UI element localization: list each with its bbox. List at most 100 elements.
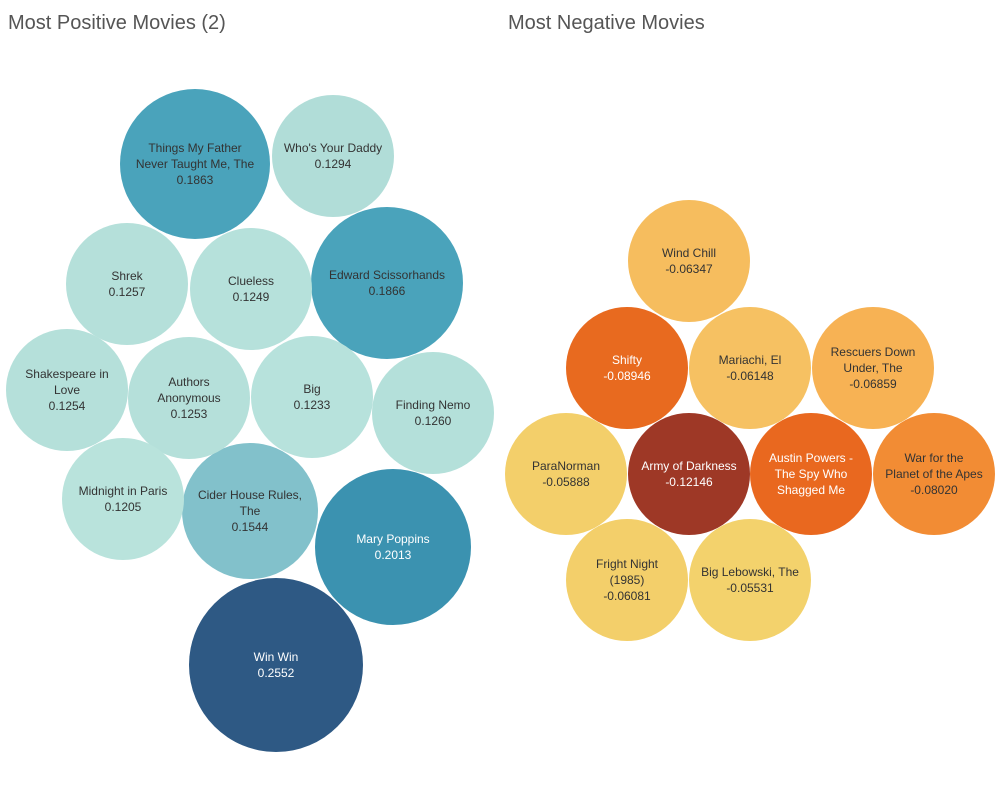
bubble-label: Shifty <box>612 353 642 367</box>
bubble-label: Finding Nemo <box>396 398 471 412</box>
bubble-label: Mary Poppins <box>356 532 429 546</box>
bubble-positive-authors-anonymous[interactable]: Authors Anonymous 0.1253 <box>128 337 250 459</box>
bubble-positive-cider-house-rules-the[interactable]: Cider House Rules, The 0.1544 <box>182 443 318 579</box>
bubble-value: 0.1863 <box>177 173 214 187</box>
bubble-mark[interactable] <box>182 443 318 579</box>
bubble-mark[interactable] <box>66 223 188 345</box>
bubble-negative-paranorman[interactable]: ParaNorman -0.05888 <box>505 413 627 535</box>
bubble-positive-finding-nemo[interactable]: Finding Nemo 0.1260 <box>372 352 494 474</box>
bubble-positive-edward-scissorhands[interactable]: Edward Scissorhands 0.1866 <box>311 207 463 359</box>
bubble-label: Fright Night <box>596 557 659 571</box>
bubble-negative-rescuers-down-under-the[interactable]: Rescuers Down Under, The -0.06859 <box>812 307 934 429</box>
bubble-mark[interactable] <box>689 307 811 429</box>
bubble-value: -0.05531 <box>726 581 774 595</box>
bubble-label: Planet of the Apes <box>885 467 982 481</box>
bubble-label: Big <box>303 382 320 396</box>
bubble-mark[interactable] <box>566 519 688 641</box>
bubble-value: -0.06081 <box>603 589 651 603</box>
bubble-mark[interactable] <box>190 228 312 350</box>
bubble-positive-big[interactable]: Big 0.1233 <box>251 336 373 458</box>
bubble-value: 0.1253 <box>171 407 208 421</box>
bubble-label: Austin Powers - <box>769 451 853 465</box>
bubble-negative-mariachi-el[interactable]: Mariachi, El -0.06148 <box>689 307 811 429</box>
bubble-value: 0.1254 <box>49 399 86 413</box>
bubble-label: Clueless <box>228 274 274 288</box>
bubble-mark[interactable] <box>62 438 184 560</box>
bubble-negative-fright-night-1985[interactable]: Fright Night (1985) -0.06081 <box>566 519 688 641</box>
bubble-positive-who-s-your-daddy[interactable]: Who's Your Daddy 0.1294 <box>272 95 394 217</box>
bubble-value: -0.12146 <box>665 475 713 489</box>
bubble-label: Army of Darkness <box>641 459 736 473</box>
bubble-mark[interactable] <box>128 337 250 459</box>
negative-chart-title: Most Negative Movies <box>508 12 705 34</box>
bubble-label: Midnight in Paris <box>79 484 168 498</box>
bubble-positive-shakespeare-in-love[interactable]: Shakespeare in Love 0.1254 <box>6 329 128 451</box>
bubble-positive-win-win[interactable]: Win Win 0.2552 <box>189 578 363 752</box>
bubble-value: 0.1544 <box>232 520 269 534</box>
bubble-label: Win Win <box>254 650 299 664</box>
bubble-value: -0.08946 <box>603 369 651 383</box>
bubble-label: Never Taught Me, The <box>136 157 255 171</box>
bubble-mark[interactable] <box>311 207 463 359</box>
bubble-negative-army-of-darkness[interactable]: Army of Darkness -0.12146 <box>628 413 750 535</box>
bubble-mark[interactable] <box>6 329 128 451</box>
bubble-positive-midnight-in-paris[interactable]: Midnight in Paris 0.1205 <box>62 438 184 560</box>
bubble-negative-austin-powers-the-spy-who-shagged-me[interactable]: Austin Powers - The Spy Who Shagged Me <box>750 413 872 535</box>
bubble-mark[interactable] <box>812 307 934 429</box>
bubble-label: Rescuers Down <box>831 345 916 359</box>
bubble-label: Authors <box>168 375 209 389</box>
bubble-value: 0.1249 <box>233 290 270 304</box>
bubble-negative-war-for-the-planet-of-the-apes[interactable]: War for the Planet of the Apes -0.08020 <box>873 413 995 535</box>
bubble-value: 0.1294 <box>315 157 352 171</box>
bubble-mark[interactable] <box>120 89 270 239</box>
bubble-value: -0.06148 <box>726 369 774 383</box>
bubble-mark[interactable] <box>873 413 995 535</box>
bubble-label: The Spy Who <box>775 467 848 481</box>
bubble-value: 0.2013 <box>375 548 412 562</box>
positive-chart-title: Most Positive Movies (2) <box>8 12 226 34</box>
bubble-label: War for the <box>905 451 964 465</box>
bubble-negative-big-lebowski-the[interactable]: Big Lebowski, The -0.05531 <box>689 519 811 641</box>
bubble-mark[interactable] <box>189 578 363 752</box>
bubble-label: Big Lebowski, The <box>701 565 799 579</box>
bubble-mark[interactable] <box>750 413 872 535</box>
bubble-mark[interactable] <box>689 519 811 641</box>
bubble-positive-clueless[interactable]: Clueless 0.1249 <box>190 228 312 350</box>
bubble-value: -0.08020 <box>910 483 958 497</box>
bubble-label: Anonymous <box>157 391 220 405</box>
bubble-value: -0.06347 <box>665 262 713 276</box>
bubble-label: Things My Father <box>148 141 241 155</box>
bubble-mark[interactable] <box>505 413 627 535</box>
bubble-mark[interactable] <box>628 413 750 535</box>
bubble-positive-things-my-father-never-taught-me-the[interactable]: Things My Father Never Taught Me, The 0.18… <box>120 89 270 239</box>
bubble-label: Mariachi, El <box>719 353 782 367</box>
bubble-label: (1985) <box>610 573 645 587</box>
bubble-negative-shifty[interactable]: Shifty -0.08946 <box>566 307 688 429</box>
bubble-value: -0.06859 <box>849 377 897 391</box>
bubble-value: 0.1257 <box>109 285 146 299</box>
bubble-label: ParaNorman <box>532 459 600 473</box>
bubble-label: Wind Chill <box>662 246 716 260</box>
bubble-label: Shrek <box>111 269 143 283</box>
bubble-positive-shrek[interactable]: Shrek 0.1257 <box>66 223 188 345</box>
bubble-value: 0.1233 <box>294 398 331 412</box>
bubble-value: -0.05888 <box>542 475 590 489</box>
bubble-mark[interactable] <box>315 469 471 625</box>
bubble-mark[interactable] <box>566 307 688 429</box>
bubble-label: Edward Scissorhands <box>329 268 445 282</box>
bubble-label: Love <box>54 383 80 397</box>
bubble-value: 0.1866 <box>369 284 406 298</box>
bubble-mark[interactable] <box>372 352 494 474</box>
bubble-value: 0.1260 <box>415 414 452 428</box>
bubble-mark[interactable] <box>628 200 750 322</box>
bubble-label: Cider House Rules, <box>198 488 302 502</box>
bubble-label: Shakespeare in <box>25 367 108 381</box>
bubble-positive-mary-poppins[interactable]: Mary Poppins 0.2013 <box>315 469 471 625</box>
bubble-label: The <box>240 504 261 518</box>
bubble-negative-wind-chill[interactable]: Wind Chill -0.06347 <box>628 200 750 322</box>
bubble-mark[interactable] <box>272 95 394 217</box>
bubble-mark[interactable] <box>251 336 373 458</box>
bubble-label: Who's Your Daddy <box>284 141 382 155</box>
bubble-value: 0.2552 <box>258 666 295 680</box>
